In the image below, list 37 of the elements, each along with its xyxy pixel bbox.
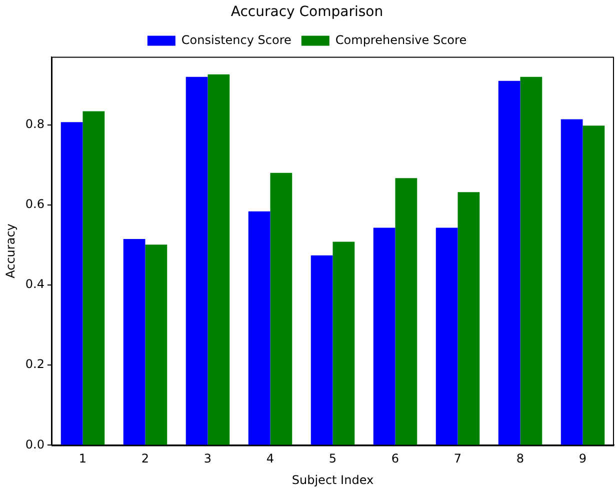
bar xyxy=(395,178,418,445)
x-tick-label: 7 xyxy=(454,452,462,466)
bar xyxy=(560,119,583,445)
y-tick-label: 0.6 xyxy=(25,197,44,212)
legend-label: Consistency Score xyxy=(181,32,292,47)
bar xyxy=(208,74,230,445)
legend-label: Comprehensive Score xyxy=(335,32,467,47)
y-tick-label: 0.8 xyxy=(25,116,44,131)
y-axis-title: Accuracy xyxy=(3,224,18,278)
x-tick-label: 2 xyxy=(141,452,150,466)
bar xyxy=(332,242,355,445)
x-tick-label: 9 xyxy=(578,452,587,466)
bar xyxy=(458,192,480,445)
bar xyxy=(186,76,208,445)
x-tick-label: 8 xyxy=(516,452,524,466)
bar xyxy=(60,122,83,445)
bar xyxy=(145,244,168,445)
x-tick-label: 3 xyxy=(204,452,212,466)
y-tick-label: 0.0 xyxy=(25,437,44,452)
bar xyxy=(436,228,458,445)
bar xyxy=(270,172,292,445)
x-axis-title: Subject Index xyxy=(292,472,374,487)
bar xyxy=(248,211,270,445)
y-tick-label: 0.4 xyxy=(25,277,44,292)
chart-title: Accuracy Comparison xyxy=(230,4,384,20)
bar xyxy=(373,228,396,445)
bar xyxy=(498,80,520,445)
bar xyxy=(520,76,542,445)
bar xyxy=(123,238,146,445)
bar xyxy=(582,126,605,445)
x-tick-label: 1 xyxy=(78,452,87,466)
bar xyxy=(82,111,105,445)
x-tick-label: 5 xyxy=(328,452,337,466)
x-tick-label: 6 xyxy=(391,452,400,466)
bar xyxy=(310,255,333,445)
y-tick-label: 0.2 xyxy=(25,357,44,372)
x-tick-label: 4 xyxy=(266,452,274,466)
